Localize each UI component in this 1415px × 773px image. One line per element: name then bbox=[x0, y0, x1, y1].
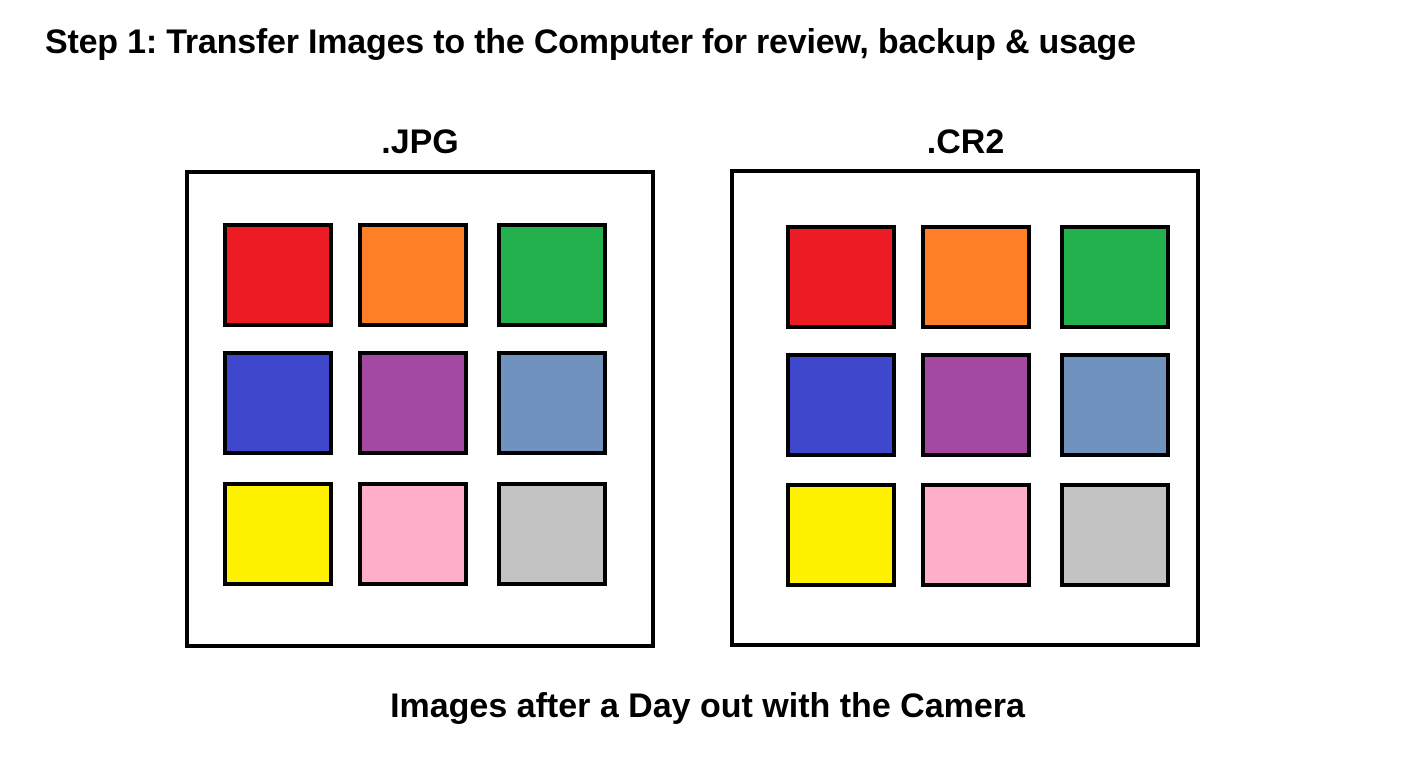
cr2-image-tile bbox=[1060, 483, 1170, 587]
jpg-image-tile bbox=[223, 351, 333, 455]
cr2-image-tile bbox=[786, 483, 896, 587]
diagram-caption: Images after a Day out with the Camera bbox=[390, 687, 1025, 725]
jpg-image-tile bbox=[223, 482, 333, 586]
cr2-image-group bbox=[730, 169, 1200, 647]
jpg-image-tile bbox=[497, 351, 607, 455]
cr2-image-tile bbox=[921, 353, 1031, 457]
cr2-image-tile bbox=[921, 225, 1031, 329]
jpg-image-group bbox=[185, 170, 655, 648]
cr2-image-tile bbox=[786, 353, 896, 457]
cr2-image-tile bbox=[1060, 353, 1170, 457]
cr2-image-tile bbox=[1060, 225, 1170, 329]
jpg-image-tile bbox=[223, 223, 333, 327]
jpg-image-tile bbox=[358, 482, 468, 586]
jpg-group-label: .JPG bbox=[381, 123, 459, 161]
diagram-title: Step 1: Transfer Images to the Computer … bbox=[45, 23, 1136, 61]
cr2-group-label: .CR2 bbox=[926, 123, 1005, 161]
jpg-image-tile bbox=[497, 482, 607, 586]
cr2-image-tile bbox=[921, 483, 1031, 587]
jpg-image-tile bbox=[358, 351, 468, 455]
jpg-image-tile bbox=[358, 223, 468, 327]
cr2-image-tile bbox=[786, 225, 896, 329]
jpg-image-tile bbox=[497, 223, 607, 327]
